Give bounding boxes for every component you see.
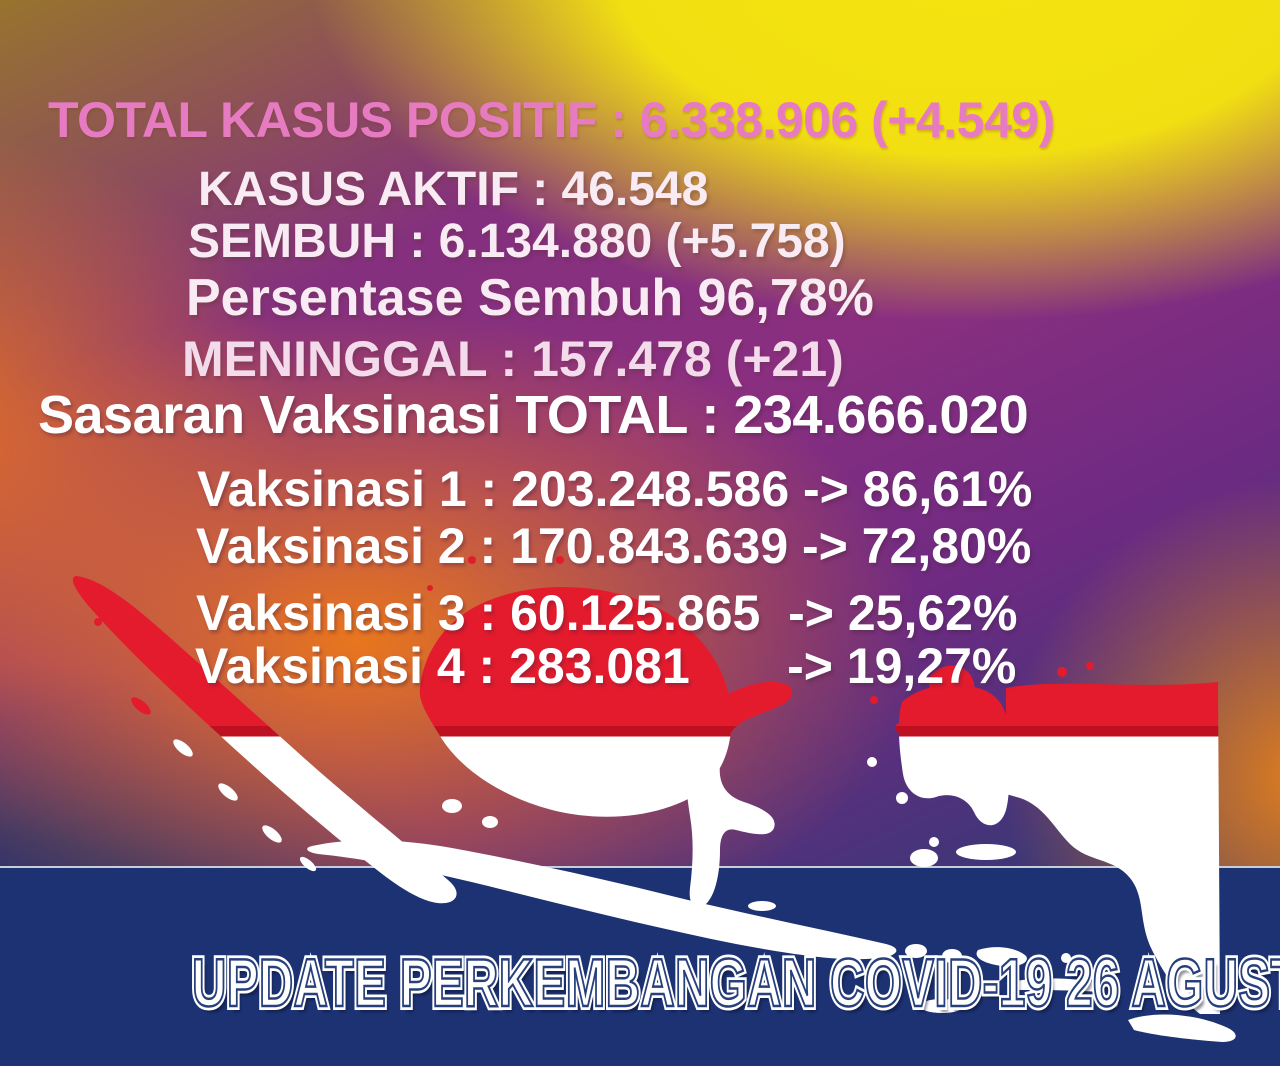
stat-kasus-aktif: KASUS AKTIF : 46.548 <box>198 163 709 216</box>
stat-sembuh: SEMBUH : 6.134.880 (+5.758) <box>188 215 846 268</box>
island-sumatra <box>72 576 457 904</box>
update-banner-text: UPDATE PERKEMBANGAN COVID-19 26 AGUSTUS … <box>191 945 1280 1021</box>
stat-total-kasus-positif: TOTAL KASUS POSITIF : 6.338.906 (+4.549) <box>48 92 1055 148</box>
stat-vaksinasi-1: Vaksinasi 1 : 203.248.586 -> 86,61% <box>197 461 1033 517</box>
island-java <box>307 840 897 960</box>
island-papua-head <box>898 684 1009 826</box>
island-group <box>72 556 1236 1042</box>
stat-meninggal: MENINGGAL : 157.478 (+21) <box>182 331 844 387</box>
stat-persentase-sembuh: Persentase Sembuh 96,78% <box>186 269 874 327</box>
island-sulawesi <box>684 681 793 908</box>
island-timor <box>1128 1014 1236 1042</box>
stat-vaksinasi-2: Vaksinasi 2 : 170.843.639 -> 72,80% <box>196 518 1032 574</box>
update-banner: UPDATE PERKEMBANGAN COVID-19 26 AGUSTUS … <box>189 943 1280 1040</box>
stat-sasaran-vaksinasi-total: Sasaran Vaksinasi TOTAL : 234.666.020 <box>38 385 1029 445</box>
island-kalimantan <box>419 587 732 817</box>
island-papua <box>1006 682 1220 1014</box>
stat-vaksinasi-3: Vaksinasi 3 : 60.125.865 -> 25,62% <box>196 585 1018 641</box>
stat-vaksinasi-4: Vaksinasi 4 : 283.081 -> 19,27% <box>195 638 1017 694</box>
